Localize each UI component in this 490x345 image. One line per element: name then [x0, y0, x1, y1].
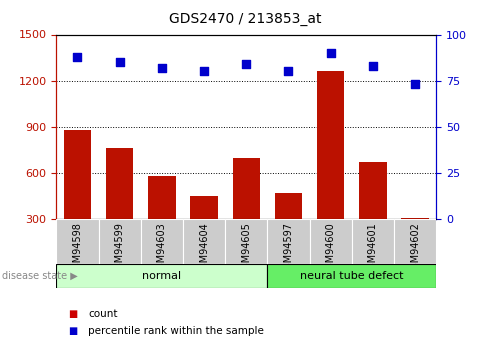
Text: GDS2470 / 213853_at: GDS2470 / 213853_at [169, 12, 321, 26]
Text: normal: normal [142, 271, 181, 281]
Bar [401, 218, 429, 219]
Text: count: count [88, 309, 118, 319]
Bar [352, 219, 394, 264]
Bar [190, 196, 218, 219]
Text: GSM94601: GSM94601 [368, 222, 378, 275]
Bar [56, 219, 98, 264]
Bar [359, 162, 387, 219]
Text: neural tube defect: neural tube defect [300, 271, 403, 281]
Text: ■: ■ [69, 309, 78, 319]
Text: GSM94605: GSM94605 [241, 222, 251, 275]
Text: GSM94597: GSM94597 [283, 222, 294, 275]
Text: GSM94599: GSM94599 [115, 222, 124, 275]
Bar [394, 219, 436, 264]
Text: percentile rank within the sample: percentile rank within the sample [88, 326, 264, 336]
Bar [275, 193, 302, 219]
Bar [98, 219, 141, 264]
Bar [56, 264, 268, 288]
Bar [141, 219, 183, 264]
Point [285, 69, 293, 74]
Text: disease state ▶: disease state ▶ [2, 271, 78, 281]
Bar [268, 219, 310, 264]
Text: ■: ■ [69, 326, 78, 336]
Bar [148, 176, 175, 219]
Bar [106, 148, 133, 219]
Bar [317, 71, 344, 219]
Bar [310, 219, 352, 264]
Text: GSM94603: GSM94603 [157, 222, 167, 275]
Text: GSM94604: GSM94604 [199, 222, 209, 275]
Text: GSM94602: GSM94602 [410, 222, 420, 275]
Bar [64, 130, 91, 219]
Point [200, 69, 208, 74]
Bar [233, 158, 260, 219]
Bar [268, 264, 436, 288]
Point [327, 50, 335, 56]
Point [116, 59, 123, 65]
Point [369, 63, 377, 69]
Text: GSM94600: GSM94600 [326, 222, 336, 275]
Point [74, 54, 81, 59]
Point [242, 61, 250, 67]
Text: GSM94598: GSM94598 [73, 222, 82, 275]
Bar [225, 219, 268, 264]
Point [158, 65, 166, 70]
Bar [183, 219, 225, 264]
Point [411, 81, 419, 87]
